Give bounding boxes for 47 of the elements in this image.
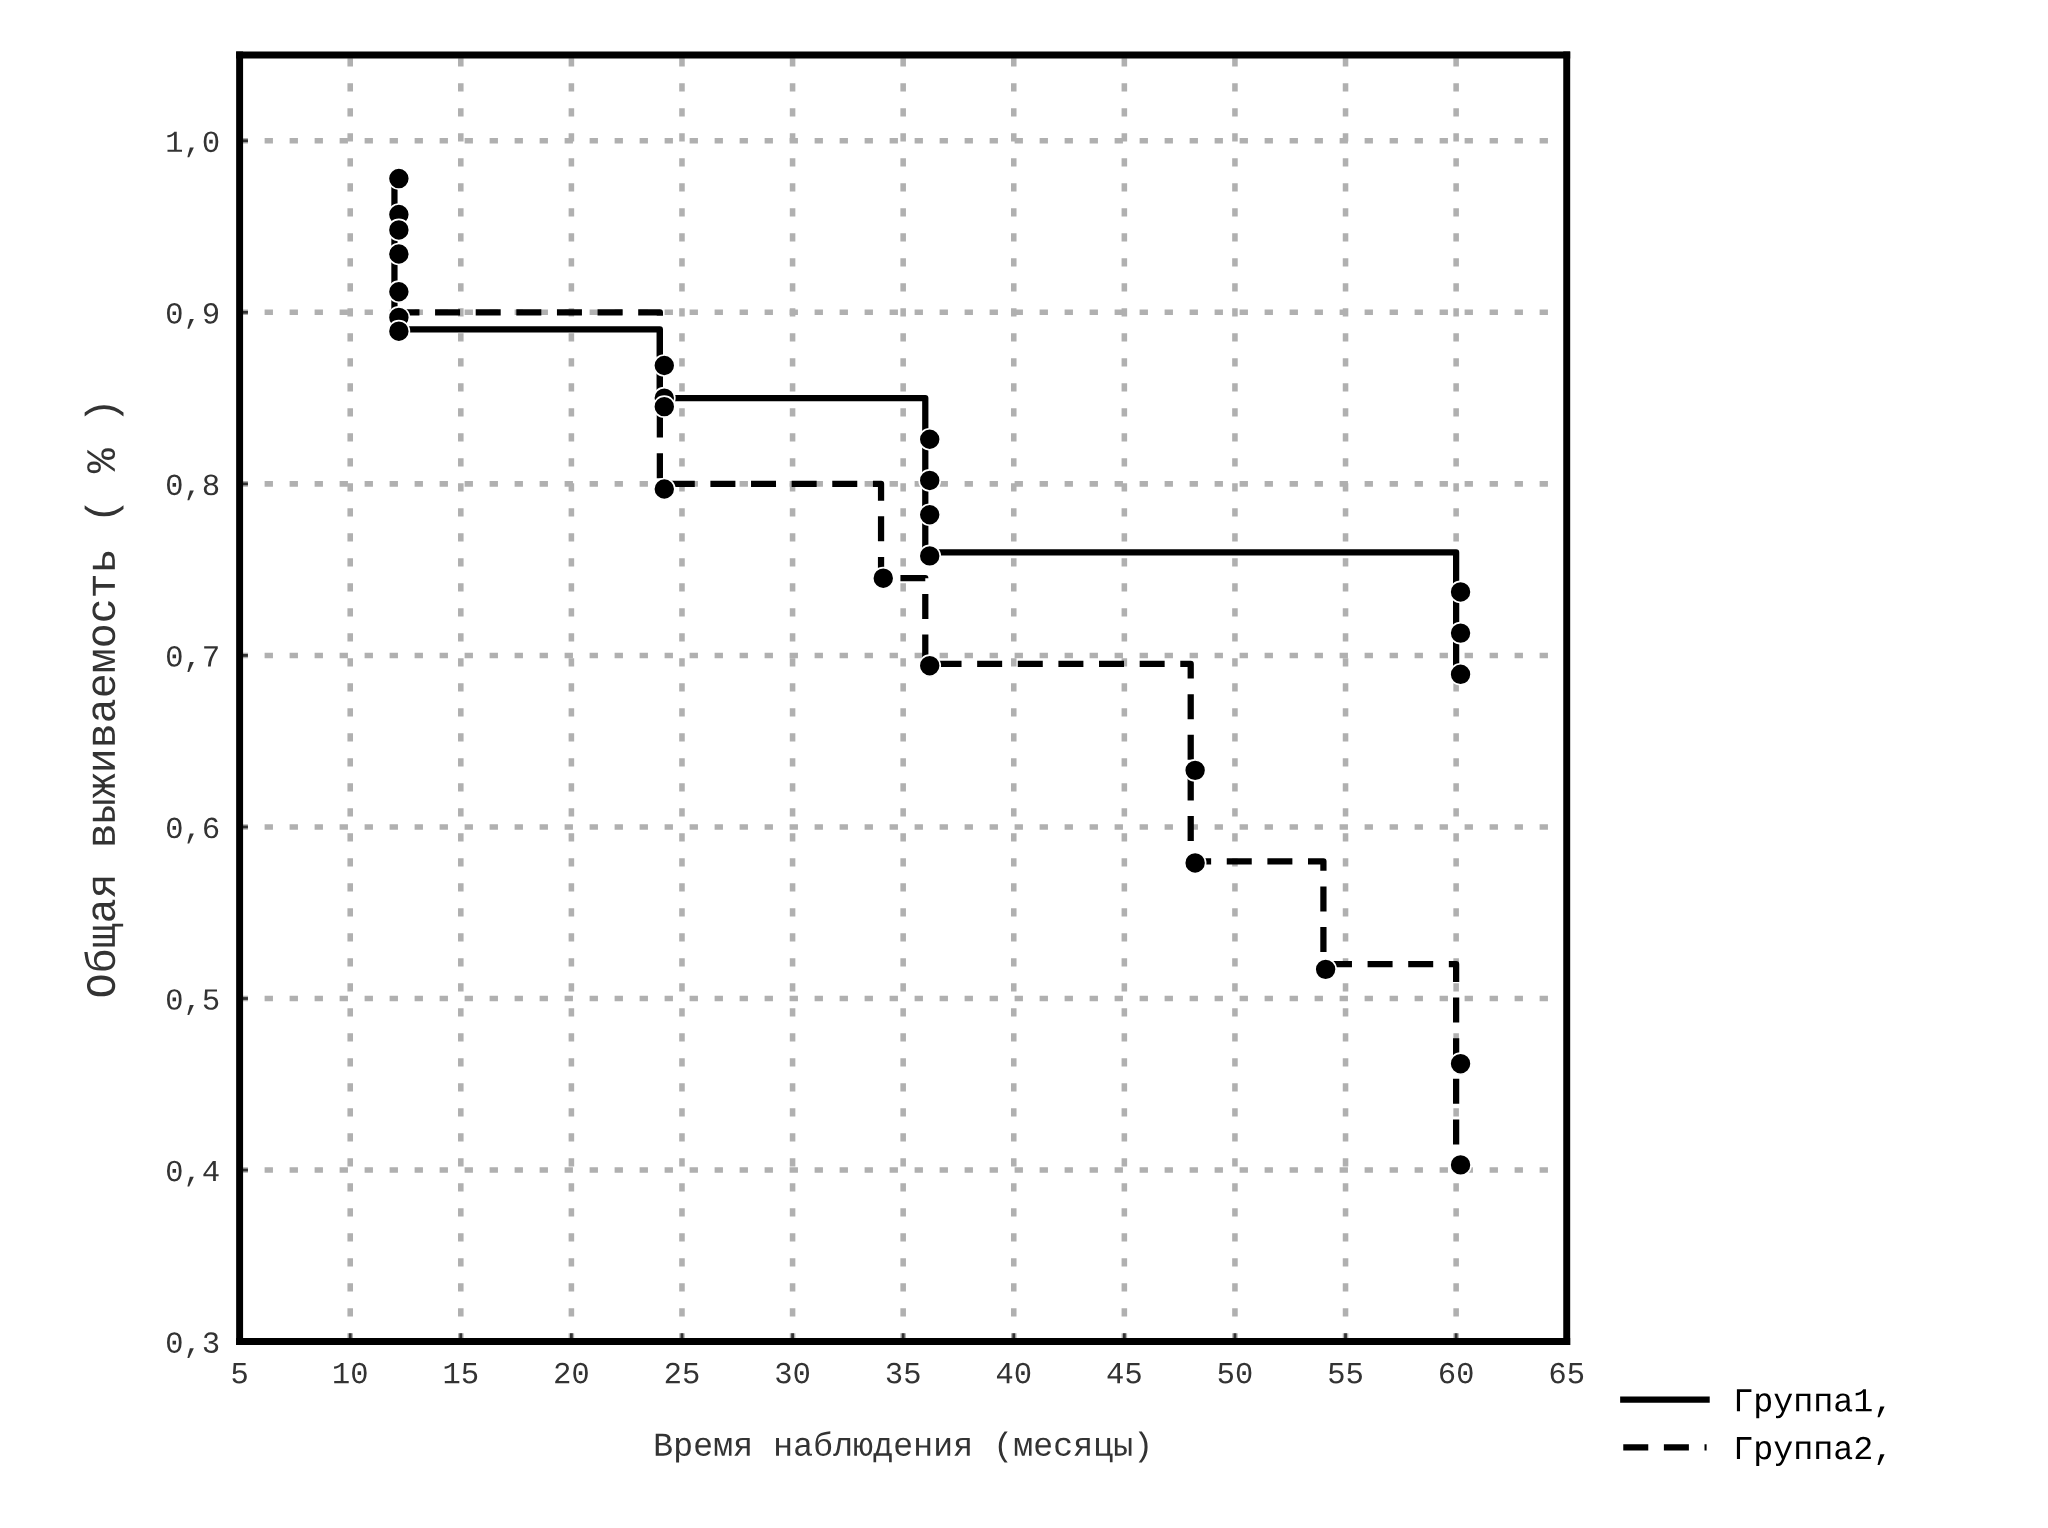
point xyxy=(387,167,411,190)
legend-label: Группа1, xyxy=(1736,1389,1885,1419)
x-tick-label: 55 xyxy=(1329,1363,1362,1384)
x-tick-label: 5 xyxy=(232,1363,247,1384)
x-tick-label: 40 xyxy=(996,1362,1031,1384)
x-tick-label: 30 xyxy=(776,1362,810,1384)
point xyxy=(387,280,411,304)
point xyxy=(918,503,942,527)
point xyxy=(1183,851,1207,875)
point xyxy=(918,469,942,492)
x-tick-label: 50 xyxy=(1218,1362,1252,1384)
x-tick-label: 65 xyxy=(1550,1362,1584,1384)
point xyxy=(918,427,942,451)
point xyxy=(1183,758,1207,782)
point xyxy=(387,218,411,242)
y-tick-label: 0,4 xyxy=(167,1160,219,1187)
x-tick-label: 60 xyxy=(1440,1362,1473,1384)
y-tick-label: 0,3 xyxy=(167,1332,219,1359)
point xyxy=(652,354,676,377)
point xyxy=(387,242,411,266)
y-tick-label: 0,9 xyxy=(167,302,219,329)
point xyxy=(1449,621,1472,645)
point xyxy=(1449,580,1472,604)
point xyxy=(1449,1052,1472,1076)
point xyxy=(1314,957,1337,981)
point xyxy=(652,395,676,419)
x-axis-title: Время наблюдения (месяцы) xyxy=(655,1431,1148,1463)
point xyxy=(918,544,942,568)
point xyxy=(871,566,895,590)
point xyxy=(1449,662,1472,686)
y-axis-title: Общая выживаемость ( % ) xyxy=(84,405,124,997)
x-tick-label: 10 xyxy=(334,1362,367,1384)
x-tick-label: 45 xyxy=(1107,1363,1141,1384)
point xyxy=(387,319,411,343)
point xyxy=(1449,1153,1472,1177)
y-tick-label: 0,5 xyxy=(167,989,219,1015)
point xyxy=(918,654,942,678)
y-tick-label: 1,0 xyxy=(167,131,219,158)
y-tick-label: 0,7 xyxy=(167,646,218,672)
y-tick-label: 0,8 xyxy=(167,474,219,501)
legend-label: Группа2, xyxy=(1736,1436,1885,1466)
x-tick-label: 35 xyxy=(886,1362,920,1384)
point xyxy=(652,477,676,501)
x-tick-label: 20 xyxy=(555,1362,588,1384)
x-tick-label: 25 xyxy=(665,1362,699,1384)
y-tick-label: 0,6 xyxy=(167,817,219,844)
x-tick-label: 15 xyxy=(444,1363,478,1384)
